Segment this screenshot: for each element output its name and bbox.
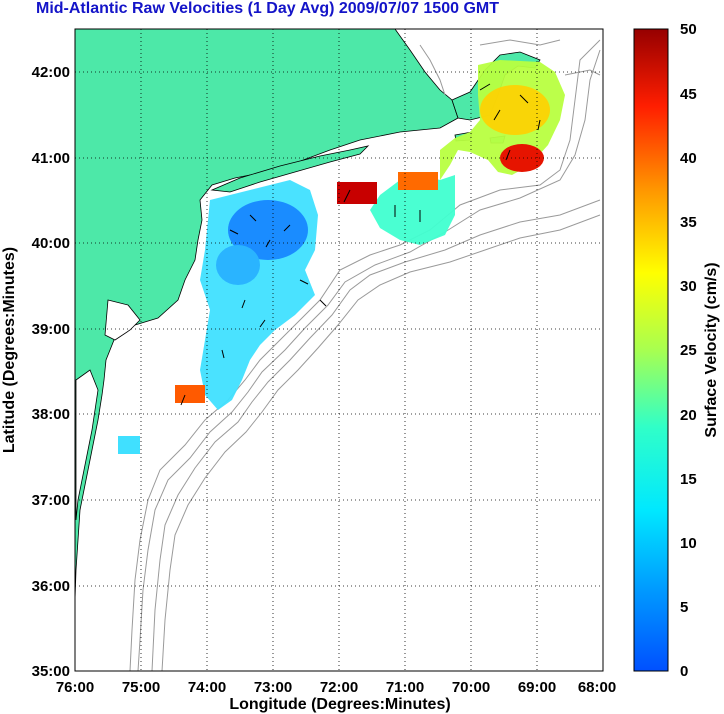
y-tick-label: 42:00 <box>32 64 70 81</box>
x-tick-label: 73:00 <box>254 679 292 696</box>
colorbar-tick-label: 0 <box>680 663 688 680</box>
x-axis: 76:00 75:00 74:00 73:00 72:00 71:00 70:0… <box>56 679 616 713</box>
map-frame <box>74 28 604 672</box>
velocity-max-region <box>500 144 544 172</box>
land-delmarva <box>104 299 141 341</box>
y-axis: 42:00 41:00 40:00 39:00 38:00 37:00 36:0… <box>1 64 70 680</box>
x-tick-label: 75:00 <box>122 679 160 696</box>
colorbar-tick-label: 50 <box>680 21 697 38</box>
colorbar-tick-label: 20 <box>680 407 697 424</box>
colorbar-tick-label: 10 <box>680 535 697 552</box>
grid-lines <box>75 29 603 671</box>
x-tick-label: 71:00 <box>386 679 424 696</box>
x-tick-label: 72:00 <box>320 679 358 696</box>
y-tick-label: 37:00 <box>32 492 70 509</box>
y-tick-label: 35:00 <box>32 663 70 680</box>
y-tick-label: 38:00 <box>32 406 70 423</box>
colorbar-label: Surface Velocity (cm/s) <box>703 262 720 437</box>
x-tick-label: 76:00 <box>56 679 94 696</box>
x-tick-label: 74:00 <box>188 679 226 696</box>
velocity-fast-region-ne <box>480 85 550 135</box>
colorbar-tick-label: 5 <box>680 599 688 616</box>
colorbar-tick-label: 25 <box>680 342 697 359</box>
velocity-slow-core <box>228 200 308 260</box>
x-axis-label: Longitude (Degrees:Minutes) <box>229 696 450 713</box>
land-chesapeake <box>75 369 99 521</box>
velocity-high-region <box>398 172 438 190</box>
velocity-slow-region <box>216 245 260 285</box>
velocity-vectors <box>180 83 541 406</box>
x-tick-label: 68:00 <box>578 679 616 696</box>
colorbar-tick-label: 35 <box>680 214 697 231</box>
bathymetry-contours <box>129 39 601 671</box>
x-tick-label: 70:00 <box>452 679 490 696</box>
velocity-patch-small <box>118 436 140 454</box>
x-tick-label: 69:00 <box>518 679 556 696</box>
y-tick-label: 41:00 <box>32 150 70 167</box>
colorbar-tick-label: 45 <box>680 86 697 103</box>
land-long-island <box>210 145 370 193</box>
velocity-patch-offshore-ne <box>370 175 455 245</box>
colorbar-tick-label: 40 <box>680 150 697 167</box>
colorbar-tick-label: 15 <box>680 471 697 488</box>
map-title: Mid-Atlantic Raw Velocities (1 Day Avg) … <box>36 0 499 17</box>
y-tick-label: 36:00 <box>32 578 70 595</box>
velocity-max-region-central <box>337 182 377 204</box>
y-tick-label: 40:00 <box>32 235 70 252</box>
y-axis-label: Latitude (Degrees:Minutes) <box>1 247 18 453</box>
colorbar-tick-label: 30 <box>680 278 697 295</box>
velocity-high-region-south <box>175 385 205 403</box>
y-tick-label: 39:00 <box>32 321 70 338</box>
colorbar: 50 45 40 35 30 25 20 15 10 5 0 Surface V… <box>633 21 720 680</box>
colorbar-gradient <box>633 28 669 672</box>
